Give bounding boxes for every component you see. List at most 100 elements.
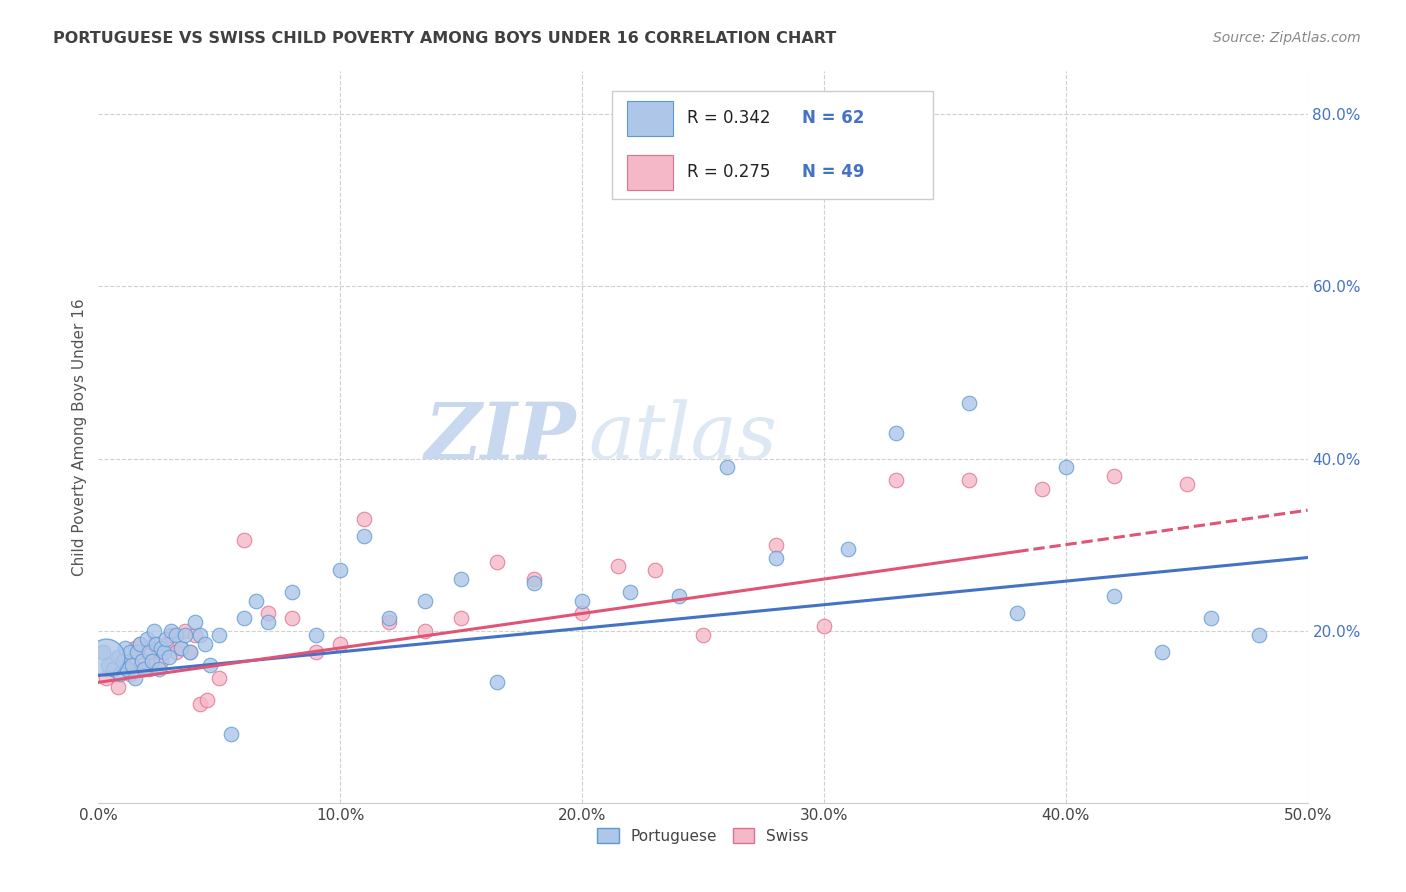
Point (486, 675, 509, 690)
Point (353, 529, 375, 543)
Point (150, 640, 173, 655)
Point (128, 637, 150, 651)
Point (135, 645, 157, 659)
Point (111, 654, 134, 668)
Point (135, 632, 157, 647)
Point (1054, 460, 1077, 475)
Point (692, 628, 714, 642)
Point (150, 654, 173, 668)
Point (179, 645, 201, 659)
Point (571, 593, 593, 607)
Point (118, 666, 141, 681)
Point (155, 637, 177, 651)
Point (97, 658, 120, 673)
Point (377, 611, 399, 625)
Point (1102, 468, 1125, 483)
Point (377, 615, 399, 629)
Point (1175, 477, 1198, 491)
Point (728, 176, 751, 190)
FancyBboxPatch shape (613, 91, 932, 200)
FancyBboxPatch shape (627, 154, 672, 190)
Point (486, 555, 509, 569)
Point (141, 654, 163, 668)
Point (127, 645, 149, 659)
Point (160, 624, 183, 638)
Text: Source: ZipAtlas.com: Source: ZipAtlas.com (1213, 31, 1361, 45)
Point (571, 607, 593, 621)
Point (184, 628, 207, 642)
Point (155, 632, 177, 647)
Point (114, 640, 136, 655)
Point (208, 671, 231, 685)
Point (179, 645, 201, 659)
Point (329, 637, 352, 651)
Point (837, 541, 859, 556)
Point (143, 624, 166, 638)
Point (138, 662, 160, 676)
Point (281, 585, 304, 599)
Point (716, 460, 738, 475)
Text: R = 0.342: R = 0.342 (688, 109, 770, 128)
Point (134, 662, 156, 676)
Y-axis label: Child Poverty Among Boys Under 16: Child Poverty Among Boys Under 16 (72, 298, 87, 576)
Point (1102, 589, 1125, 603)
Point (305, 645, 328, 659)
Point (668, 589, 690, 603)
FancyBboxPatch shape (627, 101, 672, 136)
Text: PORTUGUESE VS SWISS CHILD POVERTY AMONG BOYS UNDER 16 CORRELATION CHART: PORTUGUESE VS SWISS CHILD POVERTY AMONG … (53, 31, 837, 46)
Point (353, 512, 375, 526)
Point (1031, 482, 1053, 496)
Point (232, 533, 254, 548)
Point (1249, 628, 1271, 642)
Point (1152, 645, 1174, 659)
Point (117, 662, 139, 676)
Point (644, 564, 666, 578)
Point (124, 671, 146, 685)
Point (413, 624, 436, 638)
Point (91, 645, 114, 659)
Point (413, 593, 436, 607)
Point (124, 640, 146, 655)
Point (450, 611, 472, 625)
Point (131, 658, 153, 673)
Text: ZIP: ZIP (425, 399, 576, 475)
Point (188, 628, 211, 642)
Point (108, 666, 131, 681)
Legend: Portuguese, Swiss: Portuguese, Swiss (591, 822, 815, 850)
Point (141, 654, 163, 668)
Point (886, 473, 908, 487)
Point (148, 662, 170, 676)
Point (127, 662, 149, 676)
Point (619, 585, 641, 599)
Point (148, 645, 170, 659)
Point (152, 645, 174, 659)
Point (111, 658, 134, 673)
Point (957, 473, 980, 487)
Point (94, 671, 117, 685)
Point (194, 637, 217, 651)
Point (813, 619, 835, 633)
Point (329, 564, 352, 578)
Point (195, 692, 218, 706)
Point (221, 727, 243, 741)
Point (765, 550, 787, 565)
Point (957, 395, 980, 409)
Point (198, 658, 221, 673)
Point (523, 576, 546, 591)
Point (143, 637, 166, 651)
Point (118, 645, 141, 659)
Point (157, 649, 180, 664)
Point (208, 628, 231, 642)
Point (131, 654, 153, 668)
Point (107, 680, 129, 694)
Point (165, 628, 187, 642)
Point (101, 662, 124, 676)
Text: N = 62: N = 62 (803, 109, 865, 128)
Point (117, 654, 139, 668)
Point (174, 624, 197, 638)
Text: N = 49: N = 49 (803, 163, 865, 181)
Point (1007, 607, 1029, 621)
Point (607, 559, 630, 574)
Point (101, 662, 124, 676)
Point (169, 640, 191, 655)
